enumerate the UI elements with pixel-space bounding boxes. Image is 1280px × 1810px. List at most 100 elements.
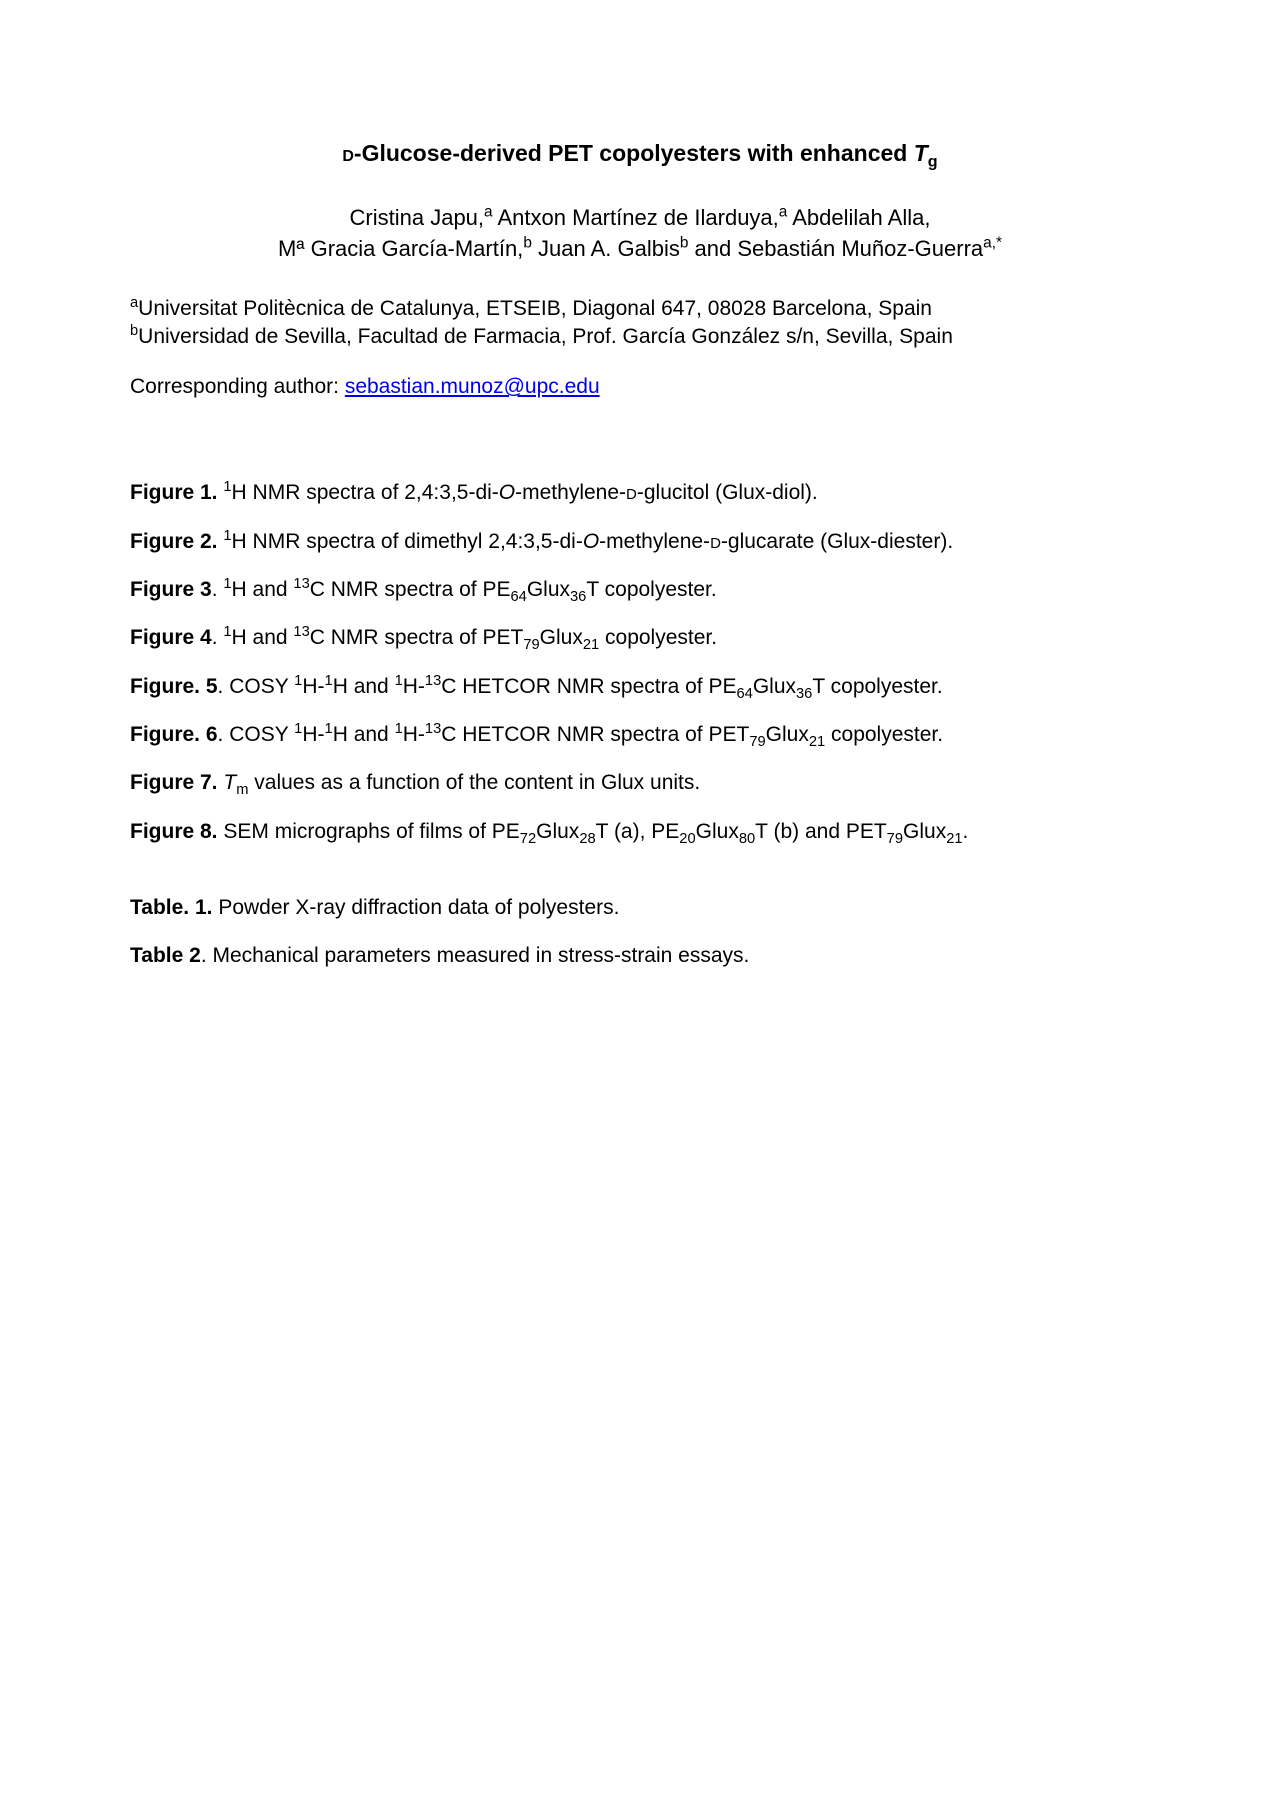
figure-6-sub1: 79 — [749, 734, 765, 750]
figure-4-sup1: 1 — [223, 624, 231, 640]
figure-6-sup3: 1 — [395, 721, 403, 737]
affil-b-text: Universidad de Sevilla, Facultad de Farm… — [138, 325, 953, 348]
figure-2-sc1: d — [710, 530, 721, 553]
figure-4-t1: H and — [232, 626, 294, 649]
table-1-text: Powder X-ray diffraction data of polyest… — [218, 896, 619, 919]
figure-5-dot: . — [218, 675, 230, 698]
figure-2-ital1: O — [583, 530, 599, 553]
title-prefix-sc: d — [342, 140, 354, 166]
figure-8-label: Figure 8. — [130, 820, 223, 843]
figure-list: Figure 1. 1H NMR spectra of 2,4:3,5-di-O… — [130, 479, 1150, 970]
figure-6-label: Figure. 6 — [130, 723, 218, 746]
tg-T: T — [914, 140, 928, 166]
table-2-text: Mechanical parameters measured in stress… — [212, 944, 749, 967]
figure-5-sup2: 1 — [325, 673, 333, 689]
figure-3-t4: T copolyester. — [586, 578, 716, 601]
figure-3-sup1: 1 — [223, 576, 231, 592]
figure-3-label: Figure 3 — [130, 578, 212, 601]
corresponding-author: Corresponding author: sebastian.munoz@up… — [130, 375, 1150, 399]
figure-4-t4: copolyester. — [599, 626, 717, 649]
figure-7-T: T — [223, 771, 236, 794]
figure-5-t3: H- — [403, 675, 425, 698]
figure-5-t6: T copolyester. — [812, 675, 942, 698]
figure-8-sub3: 20 — [679, 831, 695, 847]
corresponding-label: Corresponding author: — [130, 375, 345, 398]
figure-4-t3: Glux — [540, 626, 583, 649]
figure-4-sub2: 21 — [583, 638, 599, 654]
figure-3-sub2: 36 — [570, 589, 586, 605]
figure-1-sup1: 1 — [223, 479, 231, 495]
paper-title: d-Glucose-derived PET copolyesters with … — [130, 140, 1150, 167]
figure-7-label: Figure 7. — [130, 771, 223, 794]
affil-a-text: Universitat Politècnica de Catalunya, ET… — [138, 297, 932, 320]
figure-4: Figure 4. 1H and 13C NMR spectra of PET7… — [130, 624, 1150, 652]
figure-8-t0: SEM micrographs of films of PE — [223, 820, 519, 843]
figure-2-sup1: 1 — [223, 528, 231, 544]
table-1-label: Table. 1. — [130, 896, 218, 919]
figure-6: Figure. 6. COSY 1H-1H and 1H-13C HETCOR … — [130, 721, 1150, 749]
figure-3-t3: Glux — [527, 578, 570, 601]
figure-5-t5: Glux — [753, 675, 796, 698]
figure-1-label: Figure 1. — [130, 481, 223, 504]
figure-4-label: Figure 4 — [130, 626, 212, 649]
figure-5-sup3: 1 — [395, 673, 403, 689]
figure-6-t5: Glux — [766, 723, 809, 746]
authors: Cristina Japu,a Antxon Martínez de Ilard… — [130, 203, 1150, 265]
author-4-affil: b — [523, 234, 532, 251]
figure-8-t4: T (b) and PET — [755, 820, 887, 843]
figure-7-m: m — [236, 783, 248, 799]
figure-6-t1: H- — [302, 723, 324, 746]
figure-1-t1: H NMR spectra of 2,4:3,5-di- — [232, 481, 499, 504]
author-1: Cristina Japu, — [350, 205, 485, 230]
figure-8-t1: Glux — [536, 820, 579, 843]
author-5: Juan A. Galbis — [532, 236, 680, 261]
figure-1-ital1: O — [499, 481, 515, 504]
affiliation-b: bUniversidad de Sevilla, Facultad de Far… — [130, 323, 1150, 351]
figure-1: Figure 1. 1H NMR spectra of 2,4:3,5-di-O… — [130, 479, 1150, 507]
page: d-Glucose-derived PET copolyesters with … — [0, 0, 1280, 1810]
figure-8-sub6: 21 — [946, 831, 962, 847]
figure-2: Figure 2. 1H NMR spectra of dimethyl 2,4… — [130, 528, 1150, 556]
author-4: Mª Gracia García-Martín, — [278, 236, 523, 261]
figure-1-t2: -methylene- — [515, 481, 626, 504]
figure-3-t1: H and — [232, 578, 294, 601]
author-6-affil: a,* — [983, 234, 1002, 251]
figure-3-sub1: 64 — [510, 589, 526, 605]
table-2: Table 2. Mechanical parameters measured … — [130, 942, 1150, 970]
figure-8-t3: Glux — [696, 820, 739, 843]
figure-8: Figure 8. SEM micrographs of films of PE… — [130, 818, 1150, 846]
figure-5-sub1: 64 — [736, 686, 752, 702]
affiliation-a: aUniversitat Politècnica de Catalunya, E… — [130, 295, 1150, 323]
figure-6-sub2: 21 — [809, 734, 825, 750]
tg-g: g — [928, 153, 938, 171]
figure-6-sup2: 1 — [325, 721, 333, 737]
figure-5-sub2: 36 — [796, 686, 812, 702]
figure-8-t6: . — [963, 820, 969, 843]
figure-8-t2: T (a), PE — [596, 820, 680, 843]
figure-1-sc1: d — [626, 481, 637, 504]
author-1-affil: a — [484, 204, 493, 221]
figure-5-t2: H and — [333, 675, 395, 698]
figure-3: Figure 3. 1H and 13C NMR spectra of PE64… — [130, 576, 1150, 604]
figure-8-sub2: 28 — [579, 831, 595, 847]
figure-1-t3: -glucitol (Glux-diol). — [637, 481, 818, 504]
gap — [130, 866, 1150, 894]
figure-4-dot: . — [212, 626, 224, 649]
figure-2-t2: -methylene- — [599, 530, 710, 553]
authors-line-1: Cristina Japu,a Antxon Martínez de Ilard… — [130, 203, 1150, 234]
affiliations: aUniversitat Politècnica de Catalunya, E… — [130, 295, 1150, 352]
figure-6-t6: copolyester. — [825, 723, 943, 746]
figure-2-t1: H NMR spectra of dimethyl 2,4:3,5-di- — [232, 530, 583, 553]
table-2-label: Table 2 — [130, 944, 201, 967]
corresponding-email-link[interactable]: sebastian.munoz@upc.edu — [345, 375, 600, 398]
figure-6-dot: . — [218, 723, 230, 746]
affil-a-sup: a — [130, 295, 138, 311]
figure-4-sub1: 79 — [523, 638, 539, 654]
figure-6-t2: H and — [333, 723, 395, 746]
figure-7-t1: values as a function of the content in G… — [248, 771, 700, 794]
authors-line-2: Mª Gracia García-Martín,b Juan A. Galbis… — [130, 234, 1150, 265]
figure-8-t5: Glux — [903, 820, 946, 843]
figure-3-dot: . — [212, 578, 224, 601]
figure-8-sub4: 80 — [739, 831, 755, 847]
figure-5-sup4: 13 — [425, 673, 441, 689]
